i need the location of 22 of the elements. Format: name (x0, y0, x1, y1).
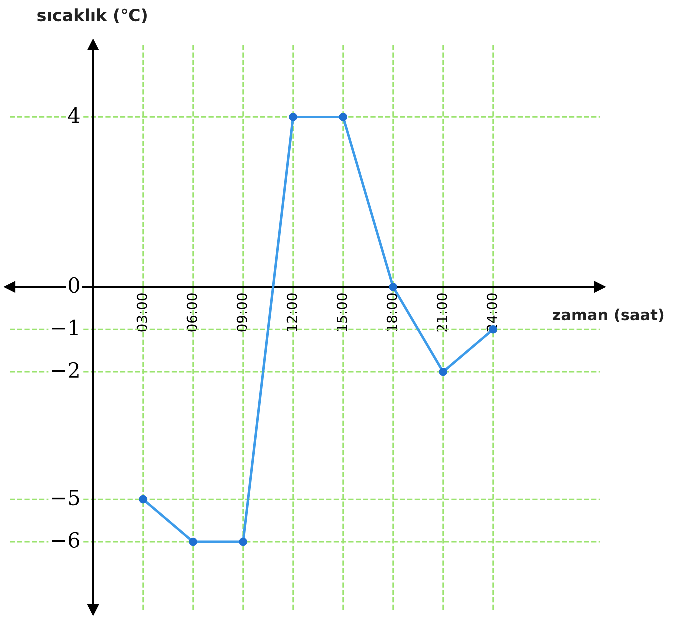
y-tick-label: −1 (52, 320, 78, 336)
y-tick-label: −6 (52, 532, 80, 548)
y-tick-label: −5 (52, 490, 80, 506)
y-tick-label: 0 (68, 277, 80, 294)
x-tick-label: 09:00 (236, 294, 248, 332)
point (339, 113, 348, 122)
point (239, 538, 248, 546)
x-tick-label: 06:00 (186, 294, 198, 332)
point (139, 495, 148, 504)
point (189, 538, 198, 546)
y-tick-label: −2 (52, 362, 79, 378)
x-axis-title: zaman (saat) (552, 308, 664, 322)
point (389, 282, 398, 292)
x-tick-label: 18:00 (386, 294, 398, 332)
y-tick-label: 4 (68, 108, 80, 123)
x-tick-label: 15:00 (336, 294, 348, 332)
x-tick-label: 12:00 (286, 294, 298, 332)
x-tick-label: 21:00 (436, 294, 448, 332)
point (439, 368, 448, 376)
x-tick-label: 03:00 (136, 294, 148, 332)
point (289, 113, 298, 122)
y-axis-title: sıcaklık (℃) (38, 8, 147, 24)
